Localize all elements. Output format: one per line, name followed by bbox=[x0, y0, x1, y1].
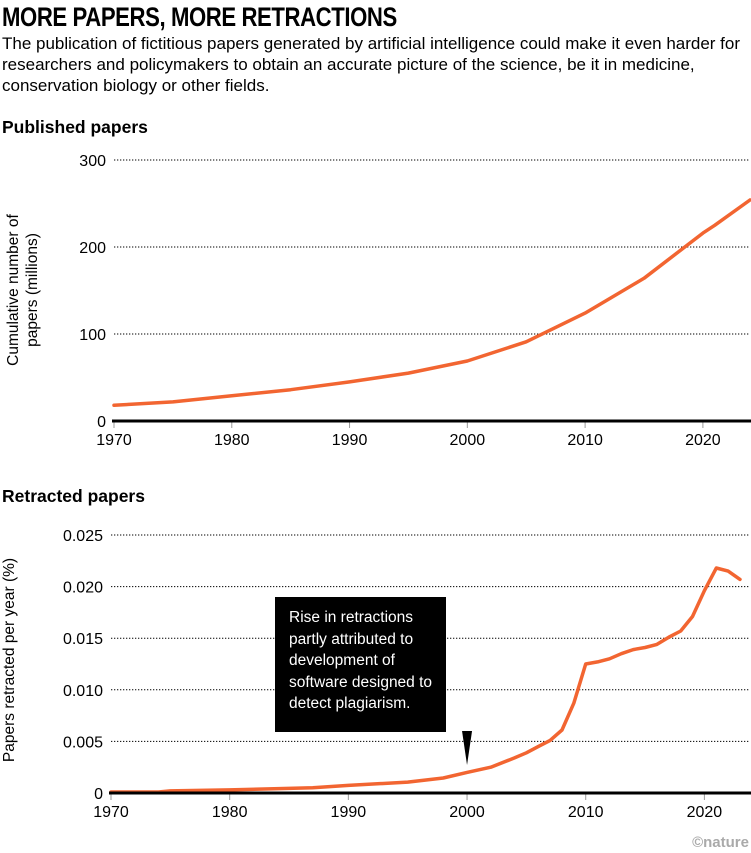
y-tick-label: 0.005 bbox=[63, 734, 103, 751]
y-axis-label: Papers retracted per year (%) bbox=[1, 558, 18, 762]
annotation-pointer bbox=[462, 731, 473, 765]
y-tick-label: 0.020 bbox=[63, 580, 103, 597]
y-tick-label: 300 bbox=[79, 153, 106, 170]
x-tick-label: 1970 bbox=[93, 804, 129, 821]
chart1-title: Published papers bbox=[2, 117, 148, 137]
y-tick-label: 100 bbox=[79, 327, 106, 344]
x-tick-label: 1980 bbox=[212, 804, 248, 821]
x-tick-label: 2000 bbox=[450, 432, 486, 449]
nature-credit: ©nature bbox=[692, 834, 749, 851]
x-tick-label: 1980 bbox=[214, 432, 250, 449]
annotation-line: software designed to bbox=[289, 673, 433, 691]
figure-subtitle: The publication of fictitious papers gen… bbox=[2, 34, 741, 95]
y-tick-label: 0.010 bbox=[63, 683, 103, 700]
y-tick-label: 0.015 bbox=[63, 631, 103, 648]
annotation-line: development of bbox=[289, 652, 395, 669]
x-tick-label: 1990 bbox=[332, 432, 368, 449]
y-tick-label: 200 bbox=[79, 240, 106, 257]
x-tick-label: 2020 bbox=[685, 432, 721, 449]
y-tick-label: 0 bbox=[97, 414, 106, 431]
annotation-line: partly attributed to bbox=[289, 630, 414, 648]
x-tick-label: 2010 bbox=[567, 432, 603, 449]
annotation-box: Rise in retractions partly attributed to… bbox=[275, 597, 446, 732]
y-axis-label: Cumulative number of papers (millions) bbox=[5, 213, 41, 365]
y-tick-label: 0.025 bbox=[63, 528, 103, 545]
x-tick-label: 2000 bbox=[449, 804, 485, 821]
series-line bbox=[109, 566, 742, 794]
y-tick-label: 0 bbox=[94, 786, 103, 803]
x-tick-label: 1970 bbox=[96, 432, 132, 449]
x-tick-label: 2010 bbox=[568, 804, 604, 821]
x-tick-label: 1990 bbox=[331, 804, 367, 821]
annotation-line: detect plagiarism. bbox=[289, 695, 411, 712]
series-line bbox=[112, 198, 751, 408]
figure-title: MORE PAPERS, MORE RETRACTIONS bbox=[2, 2, 397, 32]
chart2-title: Retracted papers bbox=[2, 486, 145, 506]
annotation-line: Rise in retractions bbox=[289, 609, 414, 626]
x-tick-label: 2020 bbox=[687, 804, 723, 821]
